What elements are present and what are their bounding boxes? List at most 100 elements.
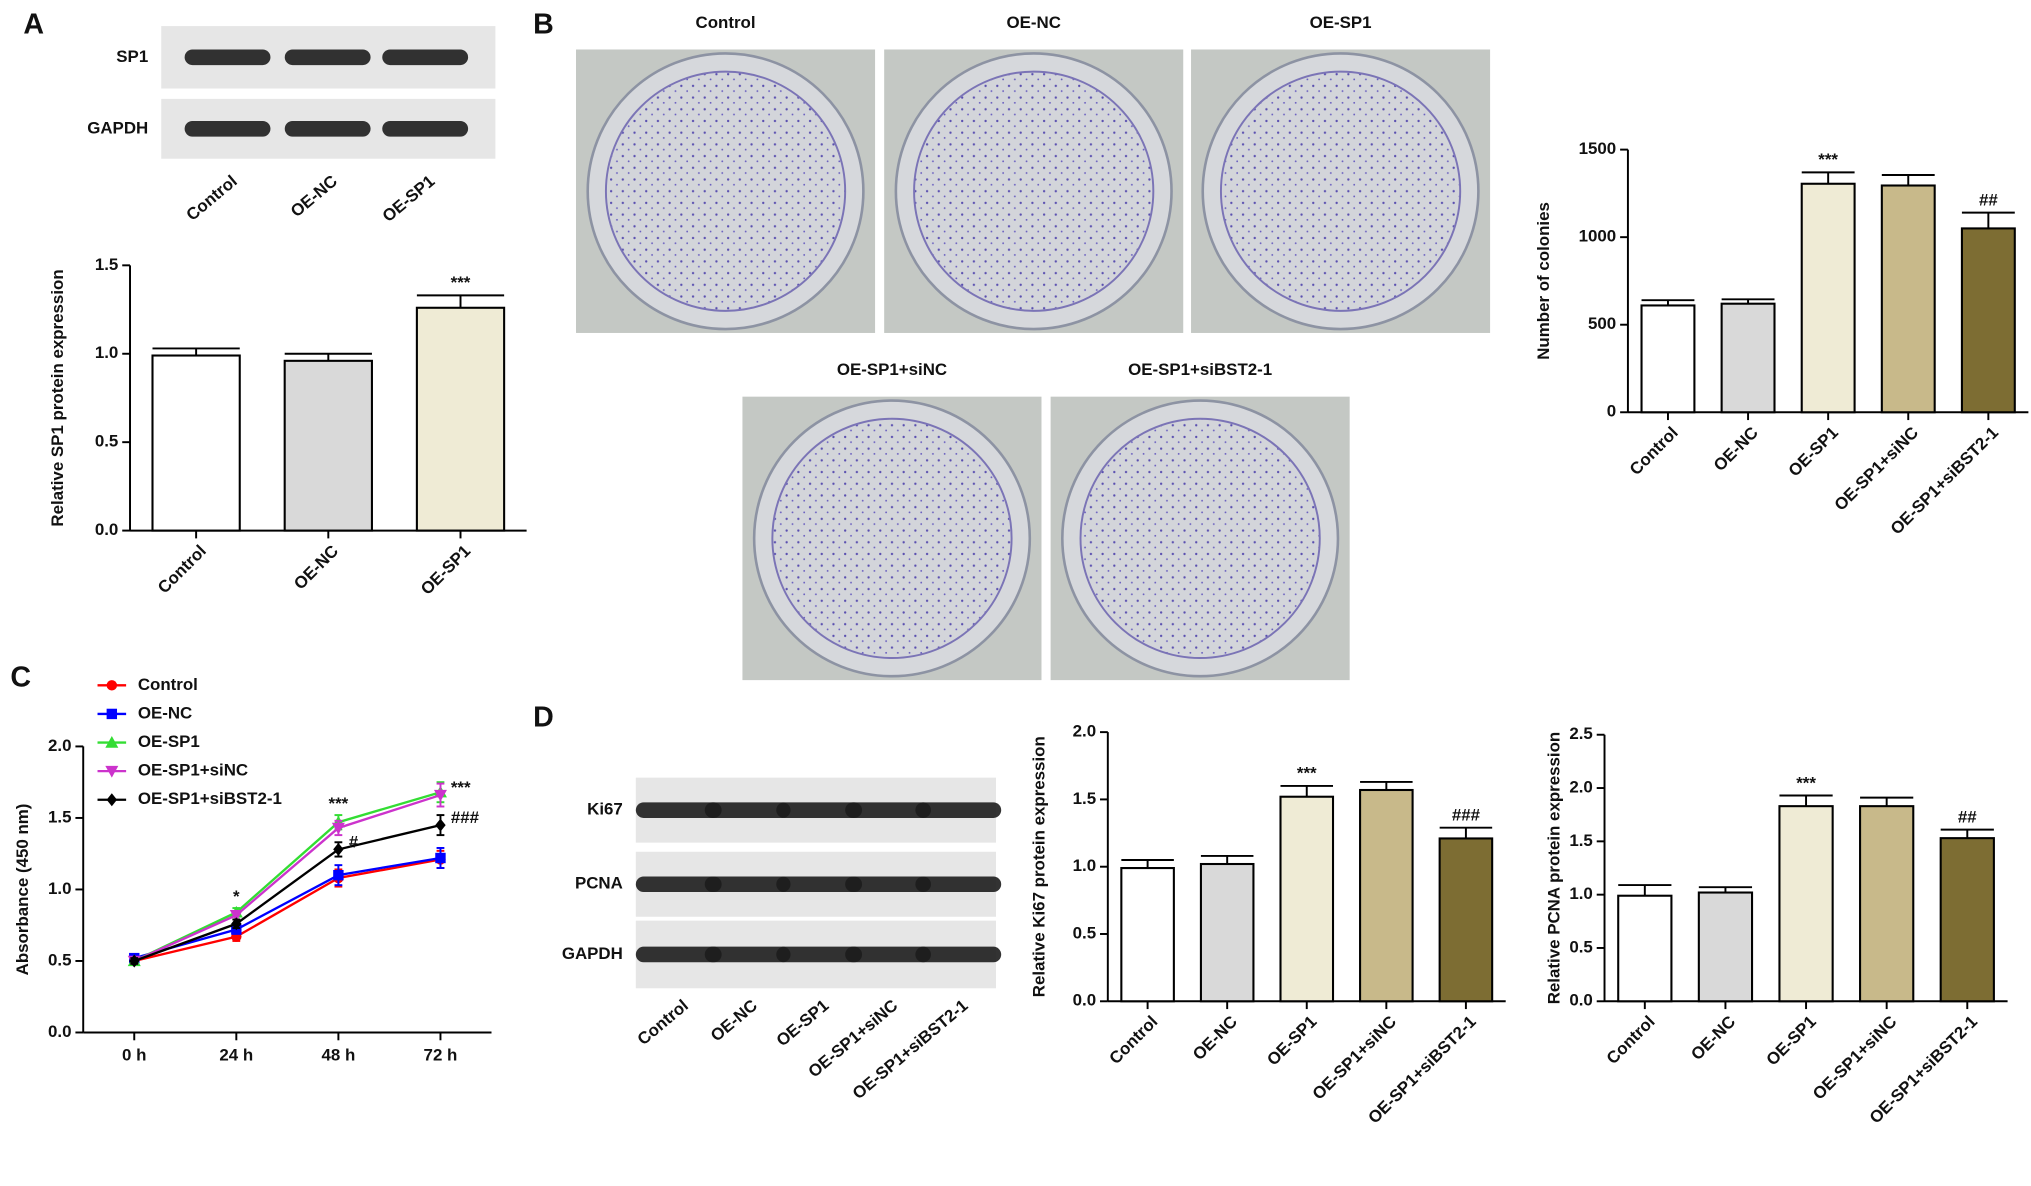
bar: [1617, 894, 1673, 1003]
x-tick-label: OE-NC: [1710, 423, 1762, 475]
bar: [1199, 862, 1255, 1003]
y-axis-label: Relative Ki67 protein expression: [1030, 736, 1049, 997]
point: [435, 852, 446, 864]
x-tick-label: Control: [1626, 423, 1682, 479]
bar: [1279, 795, 1335, 1003]
blot-band: [382, 121, 469, 137]
photo-label: OE-SP1+siBST2-1: [1128, 360, 1272, 379]
blot-band: [635, 802, 722, 818]
bar: [151, 354, 241, 532]
photo-label: OE-NC: [1006, 13, 1060, 32]
bar: [1120, 867, 1175, 1003]
y-axis-label: Absorbance (450 nm): [13, 804, 32, 976]
legend-marker: [106, 708, 118, 720]
series-line: [133, 858, 441, 963]
bar: [1720, 302, 1776, 414]
y-axis-label: Number of colonies: [1534, 202, 1553, 360]
blot-lane-label: Control: [183, 171, 241, 224]
blot-lane-label: Control: [634, 996, 692, 1049]
panel-label: C: [10, 661, 31, 693]
y-tick-label: 2.5: [1569, 724, 1592, 743]
y-tick-label: 0.5: [48, 950, 71, 969]
x-tick-label: OE-SP1: [417, 541, 474, 598]
significance: #: [349, 832, 359, 851]
bar: [1640, 304, 1696, 414]
legend-marker: [105, 765, 119, 778]
blot-band: [776, 946, 863, 963]
bar: [283, 359, 373, 532]
bar: [415, 306, 506, 532]
bar: [1880, 184, 1936, 414]
legend-label: OE-SP1+siBST2-1: [138, 789, 282, 808]
legend-marker: [105, 736, 119, 748]
bar: [1697, 891, 1754, 1003]
x-tick-label: OE-SP1+siNC: [1809, 1012, 1900, 1103]
x-tick-label: Control: [1106, 1012, 1162, 1068]
photo-label: Control: [696, 13, 756, 32]
y-tick-label: 0.5: [95, 432, 118, 451]
y-tick-label: 1.5: [1073, 789, 1096, 808]
x-tick-label: OE-SP1+siNC: [1309, 1012, 1400, 1103]
blot-lane-label: OE-SP1+siBST2-1: [849, 996, 972, 1103]
y-tick-label: 1.5: [95, 255, 118, 274]
x-tick-label: OE-SP1+siNC: [1831, 423, 1922, 514]
blot-band: [284, 121, 371, 137]
legend-marker: [106, 793, 118, 807]
series-line: [133, 823, 441, 963]
photo-label: OE-SP1+siNC: [837, 360, 947, 379]
significance: ###: [1452, 805, 1481, 824]
point: [333, 869, 344, 881]
bar: [1778, 805, 1834, 1003]
blot-band: [915, 876, 1002, 893]
point: [231, 917, 242, 931]
legend-label: Control: [138, 675, 198, 694]
y-tick-label: 1.0: [1569, 884, 1592, 903]
x-tick-label: OE-NC: [290, 541, 342, 593]
y-tick-label: 0.5: [1569, 937, 1592, 956]
bar: [1359, 788, 1414, 1003]
blot-band: [845, 876, 931, 893]
x-tick-label: 0 h: [122, 1045, 146, 1064]
y-tick-label: 0.0: [48, 1022, 71, 1041]
blot-row-label: SP1: [116, 47, 148, 66]
blot-band: [184, 49, 271, 66]
blot-band: [704, 946, 791, 963]
x-tick-label: OE-NC: [1189, 1012, 1241, 1064]
legend-label: OE-NC: [138, 703, 192, 722]
blot-row-label: Ki67: [587, 800, 623, 819]
point: [333, 842, 344, 856]
y-tick-label: 0.0: [1569, 991, 1592, 1010]
significance: ***: [1297, 764, 1317, 783]
x-tick-label: 24 h: [219, 1045, 253, 1064]
y-tick-label: 2.0: [1073, 722, 1096, 741]
significance: ***: [451, 273, 471, 292]
significance: ##: [1958, 807, 1977, 826]
x-tick-label: Control: [1603, 1012, 1659, 1068]
blot-row-label: GAPDH: [562, 944, 623, 963]
blot-lane-label: OE-SP1: [773, 996, 833, 1050]
legend-marker: [106, 680, 118, 691]
dish-inner: [1079, 417, 1321, 659]
x-tick-label: Control: [154, 541, 210, 597]
blot-band: [776, 876, 863, 893]
series-line: [133, 793, 441, 963]
blot-lane-label: OE-NC: [287, 171, 341, 221]
panel-label: B: [533, 9, 554, 41]
y-tick-label: 2.0: [48, 736, 71, 755]
blot-lane-label: OE-NC: [707, 996, 761, 1046]
significance: ##: [1979, 190, 1998, 209]
y-tick-label: 1000: [1579, 227, 1617, 246]
y-tick-label: 1.0: [1073, 856, 1096, 875]
panel-label: A: [23, 9, 44, 41]
photo-label: OE-SP1: [1310, 13, 1372, 32]
dish-inner: [604, 70, 847, 312]
bar: [1939, 837, 1995, 1003]
significance: ***: [1818, 150, 1838, 169]
blot-band: [915, 802, 1002, 818]
blot-band: [845, 946, 931, 963]
y-tick-label: 0: [1607, 402, 1616, 421]
blot-band: [915, 946, 1002, 963]
blot-lane-label: OE-SP1: [379, 171, 439, 225]
significance: ***: [1796, 773, 1816, 792]
